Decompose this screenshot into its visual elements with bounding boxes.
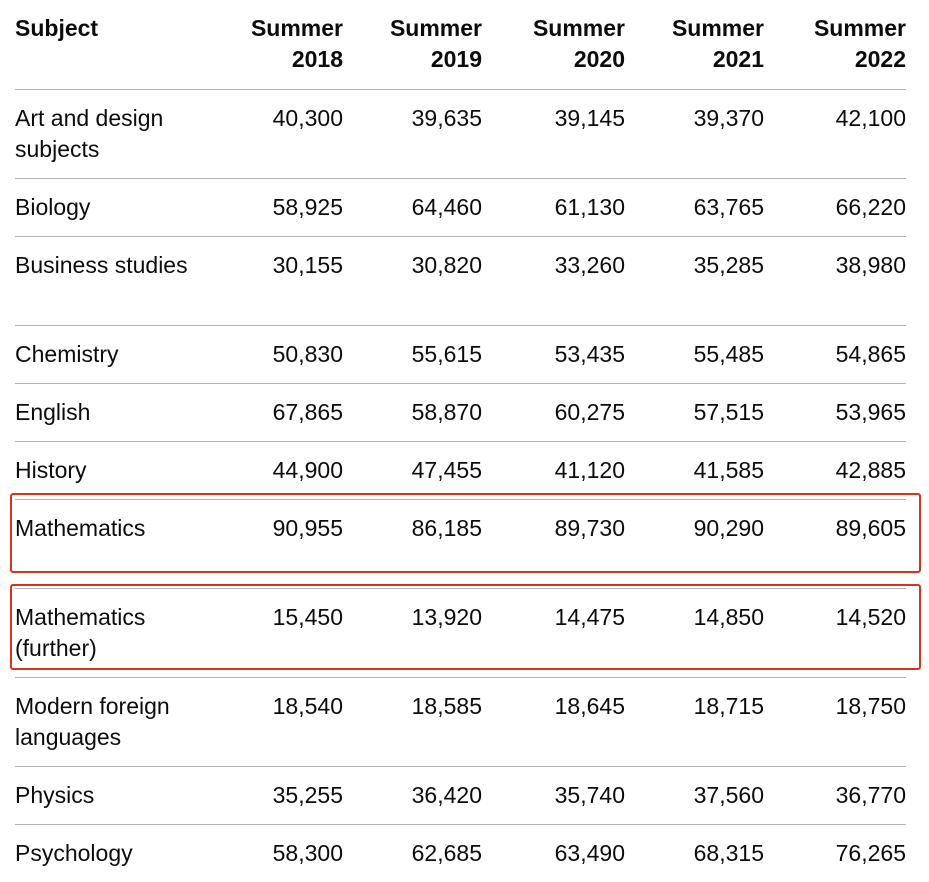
row-value: 58,300 bbox=[225, 825, 343, 882]
header-line2: 2020 bbox=[574, 46, 625, 72]
row-value: 55,615 bbox=[343, 326, 482, 384]
row-value: 55,485 bbox=[625, 326, 764, 384]
row-value: 67,865 bbox=[225, 384, 343, 442]
row-value: 62,685 bbox=[343, 825, 482, 882]
row-value: 89,605 bbox=[764, 500, 906, 589]
header-line2: 2018 bbox=[292, 46, 343, 72]
row-value: 30,155 bbox=[225, 237, 343, 326]
row-subject: Mathematics bbox=[15, 500, 225, 589]
table-row-history: History 44,900 47,455 41,120 41,585 42,8… bbox=[15, 442, 906, 500]
table-row-art-and-design: Art and design subjects 40,300 39,635 39… bbox=[15, 90, 906, 179]
row-value: 47,455 bbox=[343, 442, 482, 500]
row-value: 66,220 bbox=[764, 179, 906, 237]
row-value: 76,265 bbox=[764, 825, 906, 882]
table-row-modern-foreign-languages: Modern foreign languages 18,540 18,585 1… bbox=[15, 678, 906, 767]
row-value: 64,460 bbox=[343, 179, 482, 237]
column-header-2018: Summer 2018 bbox=[225, 0, 343, 90]
header-row: Subject Summer 2018 Summer 2019 Summer 2020… bbox=[15, 0, 906, 90]
row-value: 13,920 bbox=[343, 589, 482, 678]
row-value: 42,100 bbox=[764, 90, 906, 179]
row-value: 54,865 bbox=[764, 326, 906, 384]
header-line1: Summer bbox=[390, 15, 482, 41]
row-value: 39,145 bbox=[482, 90, 625, 179]
row-value: 53,965 bbox=[764, 384, 906, 442]
row-subject: Mathematics (further) bbox=[15, 589, 225, 678]
row-value: 15,450 bbox=[225, 589, 343, 678]
row-value: 41,120 bbox=[482, 442, 625, 500]
table-row-chemistry: Chemistry 50,830 55,615 53,435 55,485 54… bbox=[15, 326, 906, 384]
row-value: 50,830 bbox=[225, 326, 343, 384]
column-header-2022: Summer 2022 bbox=[764, 0, 906, 90]
row-value: 90,290 bbox=[625, 500, 764, 589]
row-value: 63,490 bbox=[482, 825, 625, 882]
row-value: 86,185 bbox=[343, 500, 482, 589]
table-row-psychology: Psychology 58,300 62,685 63,490 68,315 7… bbox=[15, 825, 906, 882]
row-value: 18,715 bbox=[625, 678, 764, 767]
row-value: 35,740 bbox=[482, 767, 625, 825]
header-line1: Summer bbox=[672, 15, 764, 41]
row-value: 36,420 bbox=[343, 767, 482, 825]
header-line2: 2022 bbox=[855, 46, 906, 72]
row-value: 30,820 bbox=[343, 237, 482, 326]
row-value: 60,275 bbox=[482, 384, 625, 442]
row-value: 37,560 bbox=[625, 767, 764, 825]
table-row-english: English 67,865 58,870 60,275 57,515 53,9… bbox=[15, 384, 906, 442]
row-value: 14,475 bbox=[482, 589, 625, 678]
row-value: 63,765 bbox=[625, 179, 764, 237]
table-row-physics: Physics 35,255 36,420 35,740 37,560 36,7… bbox=[15, 767, 906, 825]
row-value: 14,850 bbox=[625, 589, 764, 678]
row-value: 39,370 bbox=[625, 90, 764, 179]
row-value: 58,870 bbox=[343, 384, 482, 442]
header-line1: Summer bbox=[814, 15, 906, 41]
row-value: 36,770 bbox=[764, 767, 906, 825]
row-value: 68,315 bbox=[625, 825, 764, 882]
row-subject: English bbox=[15, 384, 225, 442]
row-value: 40,300 bbox=[225, 90, 343, 179]
row-value: 42,885 bbox=[764, 442, 906, 500]
header-line2: 2021 bbox=[713, 46, 764, 72]
row-subject: History bbox=[15, 442, 225, 500]
row-value: 44,900 bbox=[225, 442, 343, 500]
table-row-mathematics: Mathematics 90,955 86,185 89,730 90,290 … bbox=[15, 500, 906, 589]
row-subject: Art and design subjects bbox=[15, 90, 225, 179]
column-header-subject: Subject bbox=[15, 0, 225, 90]
table-row-biology: Biology 58,925 64,460 61,130 63,765 66,2… bbox=[15, 179, 906, 237]
column-header-2021: Summer 2021 bbox=[625, 0, 764, 90]
row-value: 38,980 bbox=[764, 237, 906, 326]
header-line1: Summer bbox=[251, 15, 343, 41]
row-subject: Biology bbox=[15, 179, 225, 237]
entries-table: Subject Summer 2018 Summer 2019 Summer 2020… bbox=[15, 0, 906, 882]
row-subject: Business studies bbox=[15, 237, 225, 326]
row-value: 33,260 bbox=[482, 237, 625, 326]
column-header-2019: Summer 2019 bbox=[343, 0, 482, 90]
table-row-mathematics-further: Mathematics (further) 15,450 13,920 14,4… bbox=[15, 589, 906, 678]
row-value: 61,130 bbox=[482, 179, 625, 237]
row-value: 57,515 bbox=[625, 384, 764, 442]
row-subject: Chemistry bbox=[15, 326, 225, 384]
row-value: 53,435 bbox=[482, 326, 625, 384]
row-subject: Physics bbox=[15, 767, 225, 825]
row-value: 90,955 bbox=[225, 500, 343, 589]
row-value: 35,255 bbox=[225, 767, 343, 825]
row-value: 39,635 bbox=[343, 90, 482, 179]
row-value: 89,730 bbox=[482, 500, 625, 589]
row-value: 18,750 bbox=[764, 678, 906, 767]
row-subject: Psychology bbox=[15, 825, 225, 882]
column-header-2020: Summer 2020 bbox=[482, 0, 625, 90]
table-row-business-studies: Business studies 30,155 30,820 33,260 35… bbox=[15, 237, 906, 326]
row-subject: Modern foreign languages bbox=[15, 678, 225, 767]
row-value: 14,520 bbox=[764, 589, 906, 678]
row-value: 35,285 bbox=[625, 237, 764, 326]
row-value: 18,645 bbox=[482, 678, 625, 767]
row-value: 41,585 bbox=[625, 442, 764, 500]
header-line2: 2019 bbox=[431, 46, 482, 72]
row-value: 18,585 bbox=[343, 678, 482, 767]
row-value: 18,540 bbox=[225, 678, 343, 767]
row-value: 58,925 bbox=[225, 179, 343, 237]
header-line1: Summer bbox=[533, 15, 625, 41]
